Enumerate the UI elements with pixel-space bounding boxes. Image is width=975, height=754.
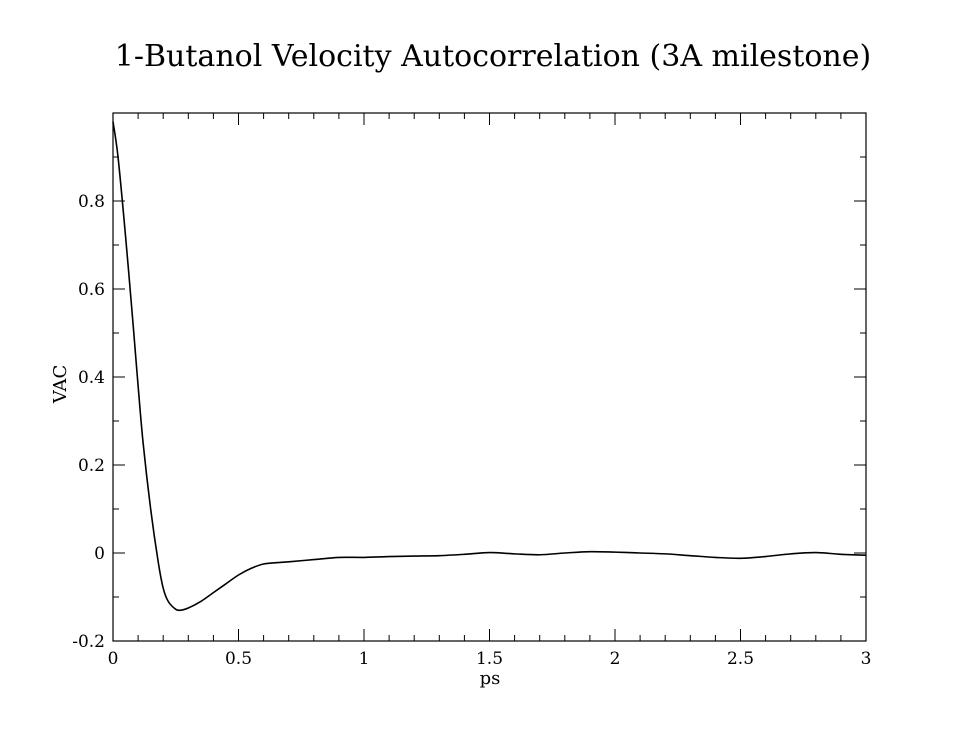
x-tick-label: 2: [610, 649, 621, 669]
x-tick-label: 0.5: [225, 649, 252, 669]
x-tick-label: 1: [359, 649, 370, 669]
y-axis-label: VAC: [50, 365, 71, 405]
y-tick-label: 0.4: [78, 368, 105, 388]
major-ticks: [112, 113, 867, 642]
vac-series-line: [112, 121, 867, 612]
minor-ticks: [112, 112, 867, 642]
y-tick-label: 0.6: [78, 280, 105, 300]
y-tick-label: 0: [94, 544, 105, 564]
y-tick-label: 0.2: [78, 456, 105, 476]
x-tick-label: 0: [108, 649, 119, 669]
tick-labels: 0 0.5 1 1.5 2 2.5 3-0.200.20.40.60.8: [72, 192, 871, 669]
x-tick-label: 1.5: [476, 649, 503, 669]
y-tick-label: 0.8: [78, 192, 105, 212]
x-axis-label: ps: [480, 668, 501, 689]
x-tick-label: 3: [861, 649, 872, 669]
y-tick-label: -0.2: [72, 632, 105, 652]
chart-title: 1-Butanol Velocity Autocorrelation (3A m…: [115, 39, 871, 74]
x-tick-label: 2.5: [727, 649, 754, 669]
plot-frame: [112, 112, 867, 642]
